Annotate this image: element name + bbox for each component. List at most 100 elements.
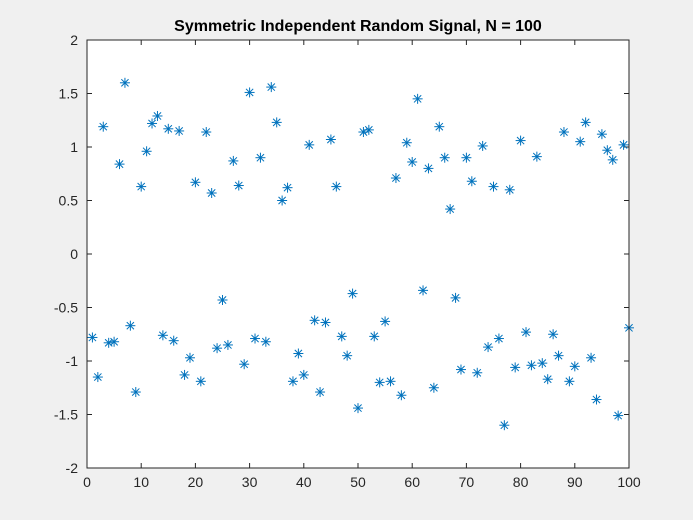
- y-tick-label: 2: [70, 32, 78, 48]
- y-tick-label: 0.5: [59, 193, 79, 209]
- data-point-marker: [466, 176, 477, 187]
- data-point-marker: [455, 364, 466, 375]
- data-point-marker: [244, 87, 255, 98]
- data-point-marker: [434, 121, 445, 132]
- data-point-marker: [380, 316, 391, 327]
- data-point-marker: [217, 295, 228, 306]
- data-point-marker: [233, 180, 244, 191]
- data-point-marker: [390, 173, 401, 184]
- data-point-marker: [141, 146, 152, 157]
- data-point-marker: [228, 155, 239, 166]
- data-point-marker: [92, 372, 103, 383]
- data-markers: [87, 77, 634, 431]
- data-point-marker: [260, 336, 271, 347]
- data-point-marker: [87, 332, 98, 343]
- data-point-marker: [412, 93, 423, 104]
- data-point-marker: [212, 343, 223, 354]
- data-point-marker: [401, 137, 412, 148]
- data-point-marker: [250, 333, 261, 344]
- data-point-marker: [287, 376, 298, 387]
- data-point-marker: [564, 376, 575, 387]
- data-point-marker: [407, 156, 418, 167]
- data-point-marker: [504, 184, 515, 195]
- data-point-marker: [445, 204, 456, 215]
- data-point-marker: [423, 163, 434, 174]
- data-point-marker: [580, 117, 591, 128]
- data-point-marker: [602, 145, 613, 156]
- data-point-marker: [255, 152, 266, 163]
- data-point-marker: [526, 360, 537, 371]
- data-point-marker: [369, 331, 380, 342]
- tick-labels: 0 10 20 30 40 50 60 70 80 90 100 -2 -1.5 -1 -0.5 0 0.5 1 1…: [54, 32, 641, 490]
- x-tick-label: 20: [188, 474, 204, 490]
- data-point-marker: [282, 182, 293, 193]
- data-point-marker: [499, 420, 510, 431]
- data-point-marker: [493, 333, 504, 344]
- data-point-marker: [157, 330, 168, 341]
- data-point-marker: [591, 394, 602, 405]
- data-point-marker: [428, 382, 439, 393]
- data-point-marker: [325, 134, 336, 145]
- data-point-marker: [277, 195, 288, 206]
- data-point-marker: [309, 315, 320, 326]
- x-tick-label: 0: [83, 474, 91, 490]
- x-tick-label: 40: [296, 474, 312, 490]
- x-tick-label: 90: [567, 474, 583, 490]
- data-point-marker: [418, 285, 429, 296]
- data-point-marker: [168, 335, 179, 346]
- data-point-marker: [239, 359, 250, 370]
- data-point-marker: [342, 350, 353, 361]
- data-point-marker: [396, 390, 407, 401]
- data-point-marker: [553, 350, 564, 361]
- data-point-marker: [184, 352, 195, 363]
- data-point-marker: [304, 139, 315, 150]
- data-point-marker: [125, 320, 136, 331]
- data-point-marker: [130, 387, 141, 398]
- data-point-marker: [537, 358, 548, 369]
- data-point-marker: [575, 136, 586, 147]
- data-point-marker: [114, 159, 125, 170]
- data-point-marker: [136, 181, 147, 192]
- y-tick-label: -2: [66, 460, 79, 476]
- x-tick-label: 50: [350, 474, 366, 490]
- data-point-marker: [363, 124, 374, 135]
- chart-title: Symmetric Independent Random Signal, N =…: [174, 18, 542, 35]
- data-point-marker: [320, 317, 331, 328]
- y-tick-label: -1.5: [54, 407, 78, 423]
- data-point-marker: [109, 336, 120, 347]
- data-point-marker: [179, 369, 190, 380]
- data-point-marker: [542, 374, 553, 385]
- y-tick-label: 0: [70, 246, 78, 262]
- data-point-marker: [174, 125, 185, 136]
- data-point-marker: [385, 376, 396, 387]
- data-point-marker: [510, 362, 521, 373]
- data-point-marker: [331, 181, 342, 192]
- y-tick-label: 1.5: [59, 86, 79, 102]
- data-point-marker: [521, 327, 532, 338]
- y-tick-label: -0.5: [54, 300, 78, 316]
- axes-background: [87, 40, 629, 468]
- data-point-marker: [472, 367, 483, 378]
- data-point-marker: [206, 188, 217, 199]
- data-point-marker: [293, 348, 304, 359]
- data-point-marker: [531, 151, 542, 162]
- data-point-marker: [558, 127, 569, 138]
- data-point-marker: [163, 123, 174, 134]
- data-point-marker: [569, 361, 580, 372]
- data-point-marker: [607, 154, 618, 165]
- data-point-marker: [347, 288, 358, 299]
- data-point-marker: [596, 129, 607, 140]
- data-point-marker: [147, 118, 158, 129]
- data-point-marker: [374, 377, 385, 388]
- data-point-marker: [222, 339, 233, 350]
- x-tick-label: 60: [404, 474, 420, 490]
- x-tick-label: 30: [242, 474, 258, 490]
- data-point-marker: [119, 77, 130, 88]
- data-point-marker: [618, 139, 629, 150]
- y-tick-label: 1: [70, 139, 78, 155]
- x-tick-label: 100: [617, 474, 641, 490]
- data-point-marker: [586, 352, 597, 363]
- x-tick-label: 10: [133, 474, 149, 490]
- data-point-marker: [515, 135, 526, 146]
- data-point-marker: [477, 140, 488, 151]
